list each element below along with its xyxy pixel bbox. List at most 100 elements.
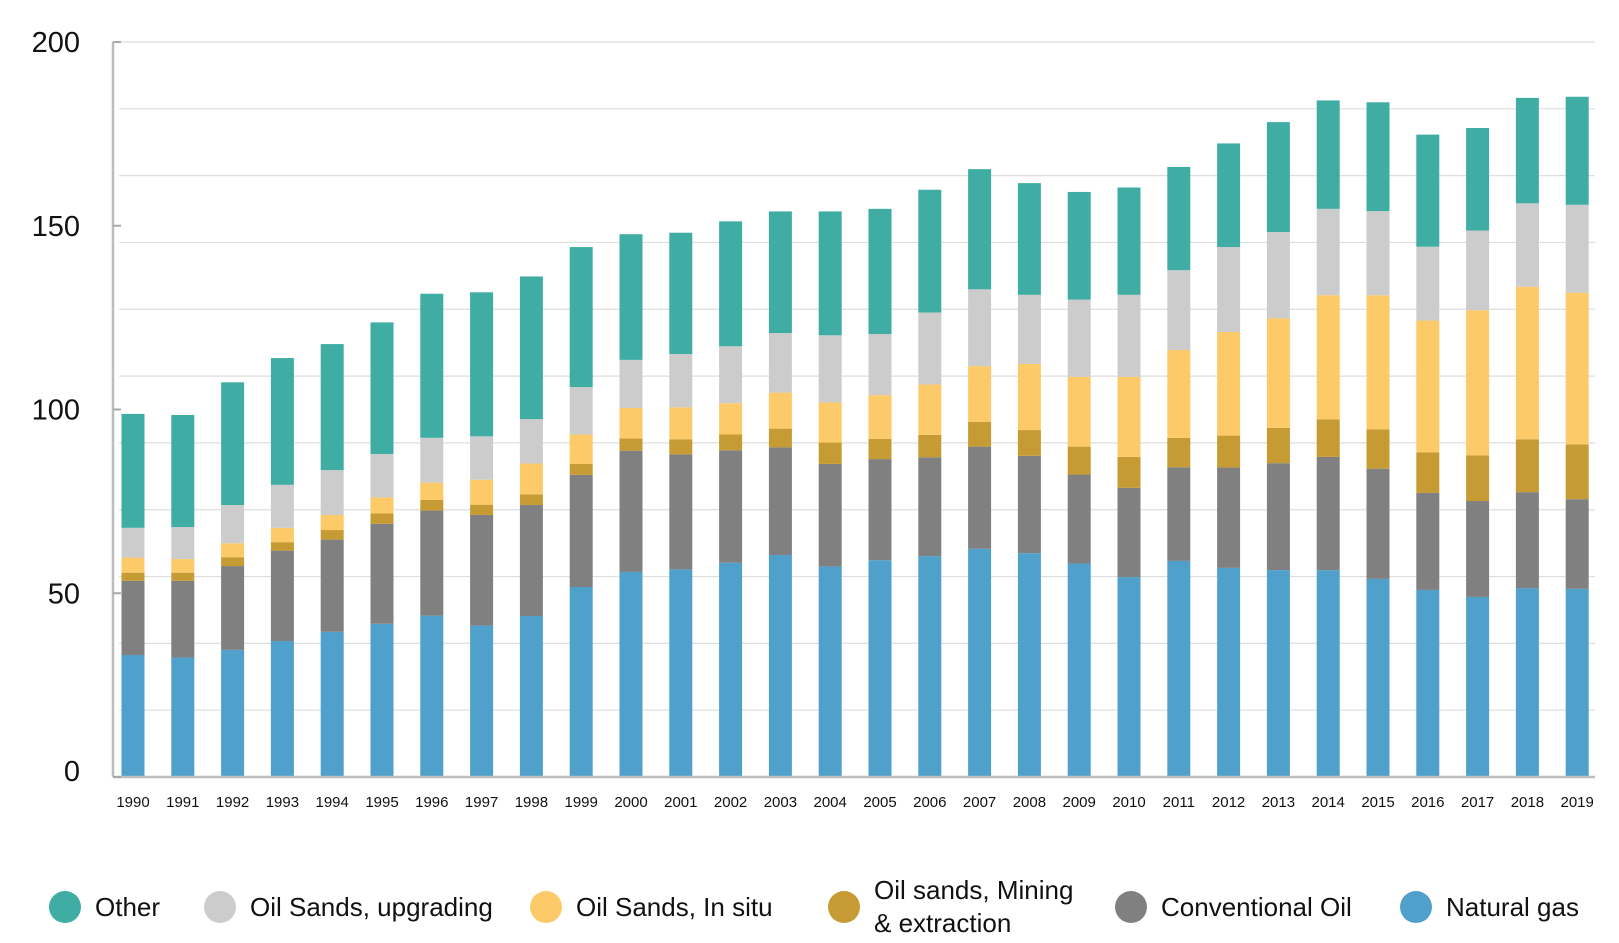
bar-segment-natural-gas-2018 [1515,588,1539,777]
bar-stack-2018 [1515,97,1539,777]
bar-segment-oil-sands-in-situ-2008 [1017,363,1041,431]
bar-segment-oil-sands-upgrading-2009 [1067,299,1091,377]
bar-segment-natural-gas-2017 [1466,596,1490,777]
x-tick-label: 1994 [316,794,349,811]
bar-segment-natural-gas-2006 [918,556,942,777]
bar-segment-conventional-oil-1995 [370,523,394,624]
x-tick-label: 2017 [1461,794,1494,811]
bar-stack-2010 [1117,187,1141,777]
bar-segment-other-2001 [669,232,693,355]
bar-segment-oil-sands-mining-extraction-1998 [519,494,543,506]
bar-segment-other-2006 [918,189,942,313]
bar-segment-conventional-oil-1991 [171,580,195,658]
x-tick-label: 1992 [216,794,249,811]
bar-stack-2000 [619,234,643,777]
bar-segment-oil-sands-in-situ-2001 [669,407,693,440]
bar-segment-natural-gas-1990 [121,654,145,777]
bar-stack-2007 [968,169,992,777]
bar-stack-2002 [719,221,743,777]
x-tick-label: 2011 [1163,794,1195,811]
bar-segment-oil-sands-upgrading-1993 [270,484,294,528]
bar-stack-1993 [270,358,294,777]
bar-segment-oil-sands-upgrading-2005 [868,334,892,396]
bar-segment-other-2015 [1366,102,1390,212]
bar-segment-natural-gas-2000 [619,571,643,777]
bar-segment-other-2004 [818,211,842,336]
bar-stack-2013 [1266,122,1290,777]
bar-segment-conventional-oil-2002 [719,450,743,563]
bar-segment-oil-sands-mining-extraction-1994 [320,530,344,540]
y-tick-label: 200 [32,27,80,59]
legend-label-oil-sands-mining: Oil sands, Mining & extraction [874,875,1074,938]
bar-stack-2019 [1565,96,1589,777]
bar-segment-oil-sands-in-situ-1992 [221,543,245,558]
legend-label-oil-sands-in-situ: Oil Sands, In situ [576,892,773,922]
bar-segment-natural-gas-1991 [171,657,195,777]
bar-segment-oil-sands-mining-extraction-2018 [1515,439,1539,493]
bar-segment-natural-gas-2005 [868,560,892,777]
bar-segment-oil-sands-mining-extraction-1997 [470,504,494,515]
legend-swatch-oil-sands-upgrading [204,891,236,923]
bar-segment-oil-sands-in-situ-2014 [1316,295,1340,420]
y-tick-label: 0 [64,756,80,788]
bar-segment-oil-sands-upgrading-2003 [768,333,792,393]
bar-segment-other-2019 [1565,96,1589,205]
bar-segment-natural-gas-2014 [1316,570,1340,777]
bar-segment-oil-sands-in-situ-1990 [121,557,145,573]
bar-segment-oil-sands-mining-extraction-2002 [719,434,743,451]
legend: Other Oil Sands, upgrading Oil Sands, In… [0,860,1619,943]
bar-segment-oil-sands-mining-extraction-1993 [270,542,294,551]
bar-segment-oil-sands-mining-extraction-2007 [968,421,992,447]
bar-stack-1991 [171,415,195,777]
bar-segment-other-2013 [1266,122,1290,232]
bar-segment-oil-sands-mining-extraction-2010 [1117,456,1141,488]
bar-segment-natural-gas-1999 [569,587,593,777]
bar-stack-2008 [1017,183,1041,777]
bar-segment-natural-gas-2015 [1366,578,1390,777]
x-tick-label: 2005 [863,794,896,811]
bar-segment-conventional-oil-2007 [968,446,992,549]
bar-segment-natural-gas-2001 [669,569,693,777]
bar-segment-oil-sands-mining-extraction-1991 [171,572,195,581]
bars [121,96,1589,777]
bar-segment-natural-gas-2013 [1266,570,1290,777]
bar-segment-oil-sands-upgrading-1998 [519,419,543,464]
bar-stack-2015 [1366,102,1390,777]
bar-segment-oil-sands-in-situ-2015 [1366,295,1390,430]
bar-segment-other-1999 [569,247,593,388]
legend-item-conventional-oil: Conventional Oil [1115,891,1352,923]
bar-segment-natural-gas-2007 [968,548,992,777]
bar-segment-conventional-oil-1994 [320,539,344,632]
bar-segment-conventional-oil-1990 [121,580,145,655]
bar-segment-oil-sands-upgrading-2004 [818,335,842,403]
bar-stack-2009 [1067,191,1091,777]
bar-segment-oil-sands-upgrading-1990 [121,527,145,558]
bar-segment-conventional-oil-2005 [868,459,892,561]
bar-stack-2001 [669,232,693,777]
bar-segment-oil-sands-upgrading-1992 [221,505,245,544]
bar-segment-oil-sands-in-situ-2002 [719,403,743,435]
bar-segment-natural-gas-1993 [270,641,294,777]
bar-segment-oil-sands-in-situ-1994 [320,514,344,531]
bar-segment-oil-sands-upgrading-1994 [320,470,344,515]
x-axis-ticks: 1990 1991 1992 1993 1994 1995 1996 1997 1998 1999… [116,794,1594,811]
bar-segment-other-2017 [1466,127,1490,231]
bar-segment-conventional-oil-2010 [1117,487,1141,578]
bar-segment-conventional-oil-2003 [768,447,792,556]
x-tick-label: 1991 [166,794,199,811]
bar-stack-1998 [519,276,543,777]
bar-segment-natural-gas-2009 [1067,563,1091,777]
bar-segment-oil-sands-in-situ-2000 [619,408,643,439]
x-tick-label: 2001 [664,794,697,811]
bar-segment-oil-sands-upgrading-2011 [1167,270,1191,350]
bar-segment-oil-sands-in-situ-2017 [1466,310,1490,456]
x-tick-label: 1999 [565,794,598,811]
y-tick-label: 50 [48,578,80,610]
bar-stack-2006 [918,189,942,777]
bar-segment-conventional-oil-2014 [1316,456,1340,571]
legend-item-oil-sands-in-situ: Oil Sands, In situ [530,891,773,923]
bar-stack-2003 [768,211,792,777]
bar-stack-2011 [1167,166,1191,777]
bar-segment-conventional-oil-2013 [1266,463,1290,571]
bar-segment-oil-sands-upgrading-2013 [1266,231,1290,319]
